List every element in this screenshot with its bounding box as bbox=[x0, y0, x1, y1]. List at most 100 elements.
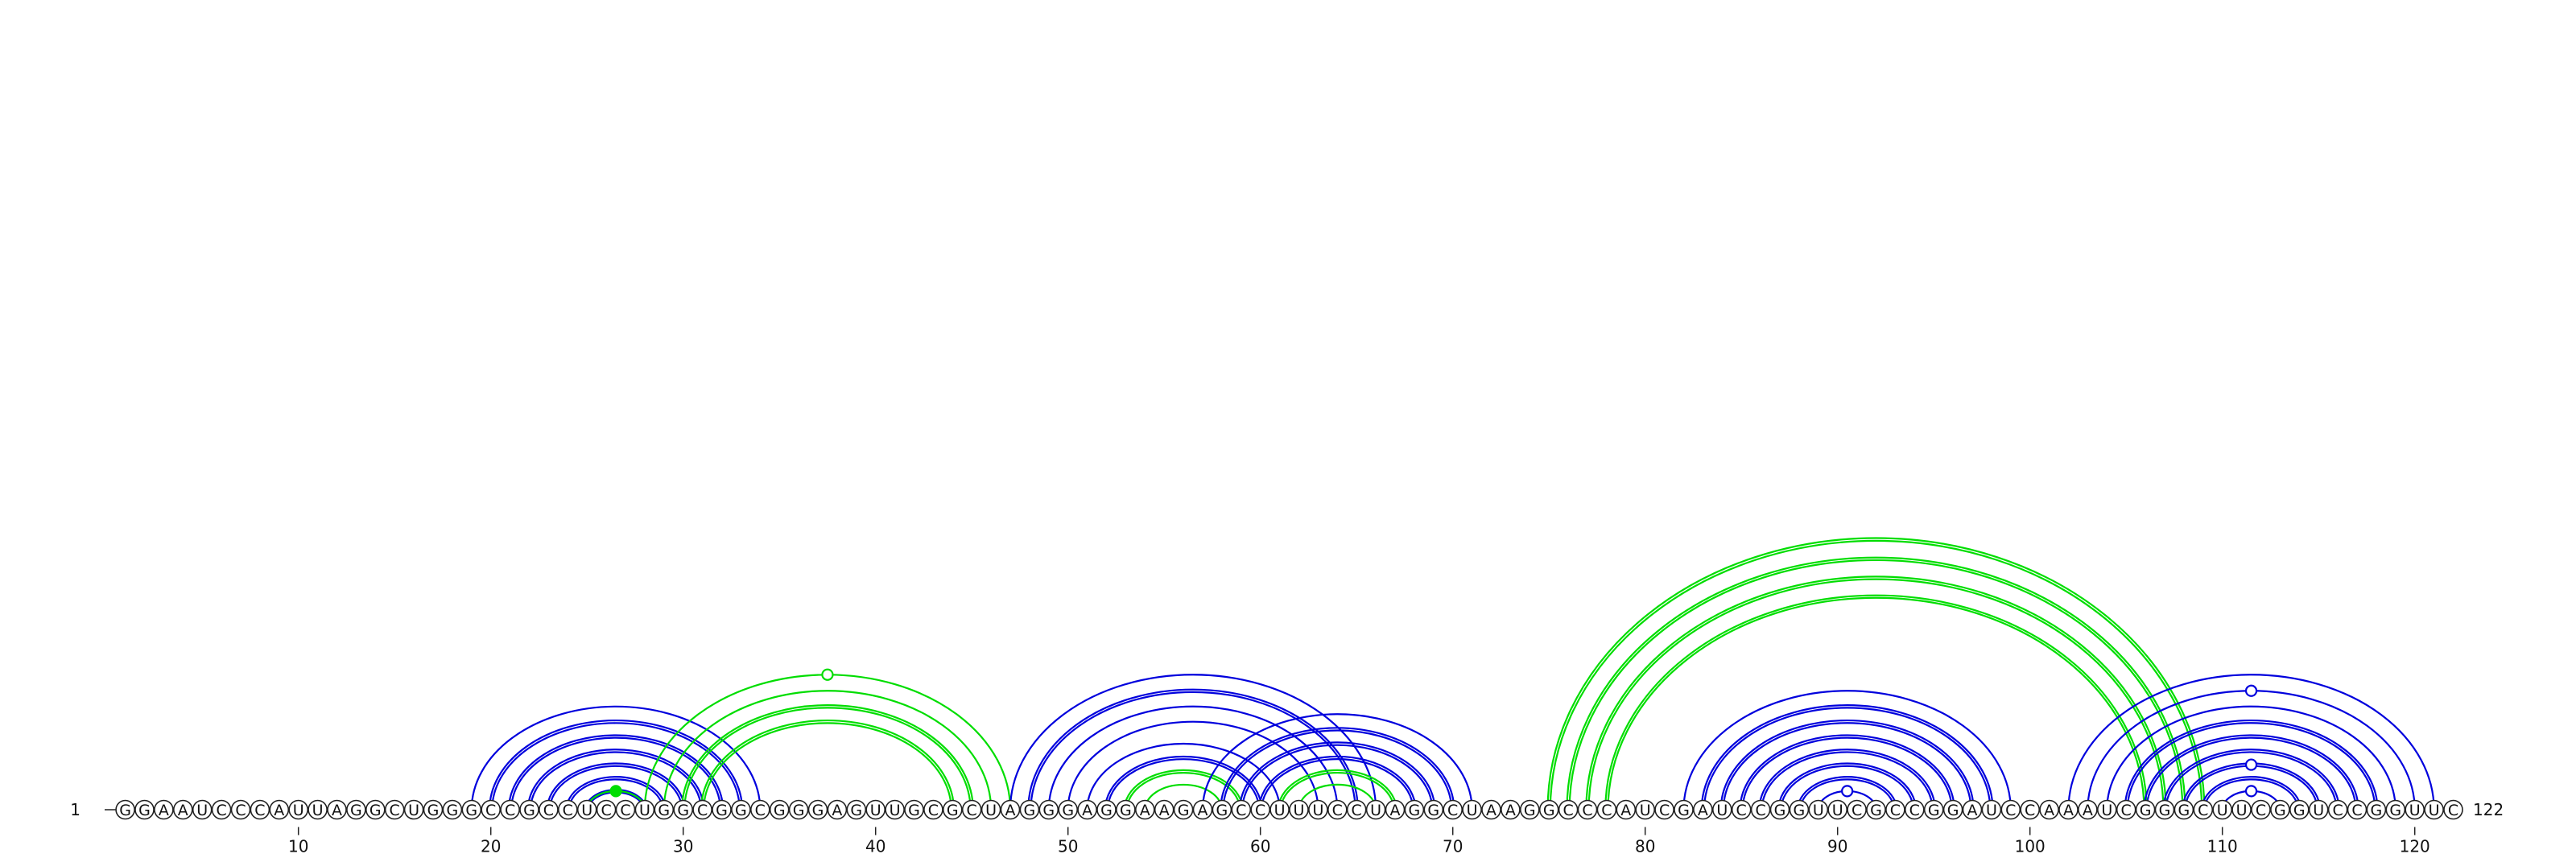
nucleotide-letter: C bbox=[1890, 802, 1901, 819]
nucleotide-circle bbox=[1981, 799, 2002, 820]
nucleotide-letter: U bbox=[581, 802, 592, 819]
nucleotide-circle bbox=[1346, 799, 1367, 820]
nucleotide-circle bbox=[557, 799, 578, 820]
arc-85-96-blue-outer bbox=[1739, 734, 1955, 811]
tick-label-60: 60 bbox=[1250, 837, 1270, 856]
arc-29-46-green bbox=[663, 690, 993, 811]
nucleotide-23: C bbox=[539, 799, 559, 820]
nucleotide-letter: U bbox=[1813, 802, 1824, 819]
nucleotide-letter: G bbox=[1024, 802, 1036, 819]
nucleotide-37: G bbox=[807, 799, 828, 820]
nucleotide-49: G bbox=[1038, 799, 1059, 820]
nucleotide-letter: U bbox=[293, 802, 304, 819]
arc-58-70-blue-inner bbox=[1222, 729, 1453, 811]
nucleotide-circle bbox=[712, 799, 732, 820]
nucleotide-58: G bbox=[1212, 799, 1232, 820]
nucleotide-75: G bbox=[1538, 799, 1559, 820]
nucleotide-76: C bbox=[1558, 799, 1579, 820]
nucleotide-letter: A bbox=[332, 802, 342, 819]
nucleotide-circle bbox=[423, 799, 444, 820]
nucleotide-circle bbox=[1808, 799, 1829, 820]
nucleotide-circle bbox=[1885, 799, 1905, 820]
arc-31-44-green-outer bbox=[700, 719, 955, 811]
nucleotide-12: A bbox=[327, 799, 347, 820]
tick-label-110: 110 bbox=[2207, 837, 2238, 856]
nucleotide-letter: G bbox=[2140, 802, 2152, 819]
nucleotide-letter: U bbox=[1640, 802, 1651, 819]
nucleotide-letter: G bbox=[1042, 802, 1055, 819]
nucleotide-letter: A bbox=[832, 802, 842, 819]
arc-107-116-blue-inner bbox=[2165, 751, 2338, 811]
nucleotide-letter: C bbox=[1352, 802, 1362, 819]
nucleotide-42: G bbox=[904, 799, 924, 820]
nucleotide-circle bbox=[749, 799, 770, 820]
nucleotide-letter: G bbox=[523, 802, 535, 819]
nucleotide-circle bbox=[2135, 799, 2156, 820]
nucleotide-circle bbox=[173, 799, 193, 820]
tick-label-120: 120 bbox=[2400, 837, 2430, 856]
arc-105-118-blue-outer bbox=[2124, 719, 2379, 811]
nucleotide-letter: U bbox=[639, 802, 650, 819]
nucleotide-letter: G bbox=[1178, 802, 1190, 819]
arc-24-29-blue-inner bbox=[568, 778, 664, 811]
nucleotide-circle bbox=[1596, 799, 1617, 820]
nucleotide-circle bbox=[2289, 799, 2310, 820]
nucleotide-17: G bbox=[423, 799, 444, 820]
arc-20-33-blue-inner bbox=[491, 722, 741, 811]
nucleotide-circle bbox=[1577, 799, 1598, 820]
nucleotide-circle bbox=[2424, 799, 2444, 820]
arc-50-63-blue bbox=[1067, 720, 1319, 811]
arc-78-106-green-inner bbox=[1607, 596, 2145, 811]
nucleotide-circle bbox=[1905, 799, 1925, 820]
nucleotide-letter: G bbox=[1678, 802, 1690, 819]
nucleotide-letter: U bbox=[408, 802, 419, 819]
nucleotide-letter: G bbox=[465, 802, 477, 819]
nucleotide-letter: A bbox=[1198, 802, 1208, 819]
nucleotide-1: G bbox=[115, 799, 135, 820]
nucleotide-74: G bbox=[1520, 799, 1540, 820]
arc-78-106-green-outer bbox=[1604, 594, 2148, 811]
nucleotide-48: G bbox=[1019, 799, 1040, 820]
nucleotide-letter: C bbox=[390, 802, 400, 819]
nucleotide-letter: C bbox=[1255, 802, 1265, 819]
nucleotide-letter: A bbox=[1698, 802, 1708, 819]
nucleotide-30: G bbox=[673, 799, 694, 820]
nucleotide-83: A bbox=[1693, 799, 1713, 820]
nucleotide-letter: U bbox=[1370, 802, 1381, 819]
nucleotide-letter: G bbox=[716, 802, 728, 819]
nucleotide-circle bbox=[2212, 799, 2232, 820]
arc-88-93-blue-inner bbox=[1799, 778, 1895, 811]
nucleotide-59: C bbox=[1231, 799, 1252, 820]
nucleotide-circle bbox=[1385, 799, 1406, 820]
nucleotide-circle bbox=[1250, 799, 1270, 820]
arc-54-58-green bbox=[1144, 783, 1223, 811]
nucleotide-letter: G bbox=[1870, 802, 1882, 819]
nucleotide-circle bbox=[2174, 799, 2194, 820]
nucleotide-letter: A bbox=[2063, 802, 2074, 819]
nucleotide-19: G bbox=[461, 799, 482, 820]
nucleotide-letter: G bbox=[947, 802, 959, 819]
nucleotide-letter: G bbox=[1794, 802, 1806, 819]
nucleotide-93: C bbox=[1885, 799, 1905, 820]
arc-59-69-blue-outer bbox=[1239, 741, 1436, 811]
base-pair-arcs bbox=[470, 537, 2435, 811]
nucleotide-circle bbox=[1404, 799, 1425, 820]
nucleotide-circle bbox=[1443, 799, 1463, 820]
arc-52-60-blue-inner bbox=[1107, 758, 1261, 811]
arc-30-45-green-inner bbox=[683, 707, 972, 811]
nucleotide-5: U bbox=[192, 799, 213, 820]
nucleotide-9: A bbox=[269, 799, 290, 820]
arc-109-114-blue-outer bbox=[2201, 776, 2301, 811]
nucleotide-letter: G bbox=[1216, 802, 1228, 819]
nucleotide-letter: G bbox=[1120, 802, 1132, 819]
nucleotide-letter: G bbox=[774, 802, 786, 819]
nucleotide-letter: U bbox=[870, 802, 881, 819]
tick-label-70: 70 bbox=[1443, 837, 1463, 856]
nucleotide-circle bbox=[961, 799, 982, 820]
nucleotide-104: U bbox=[2097, 799, 2117, 820]
arc-76-108-green-outer bbox=[1566, 556, 2186, 811]
nucleotide-62: U bbox=[1289, 799, 1309, 820]
nucleotide-letter: C bbox=[620, 802, 630, 819]
nucleotide-circle bbox=[384, 799, 405, 820]
nucleotide-letter: C bbox=[1447, 802, 1458, 819]
